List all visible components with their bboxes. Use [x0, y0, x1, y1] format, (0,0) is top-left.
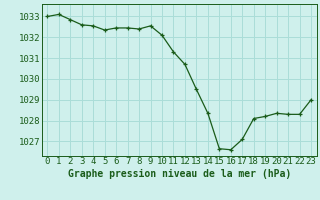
X-axis label: Graphe pression niveau de la mer (hPa): Graphe pression niveau de la mer (hPa)	[68, 169, 291, 179]
